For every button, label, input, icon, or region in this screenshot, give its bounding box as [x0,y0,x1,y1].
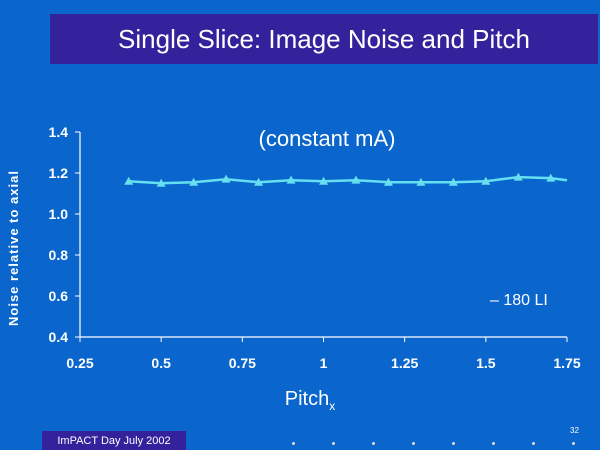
data-point-marker [383,177,393,186]
data-point-marker [221,174,231,183]
x-axis-label-subscript: x [329,399,336,413]
x-tick-label: 0.75 [229,355,256,371]
y-tick-label: 1.0 [49,206,69,222]
y-axis-label: Noise relative to axial [6,170,21,326]
x-axis-label: Pitchx [270,388,350,413]
data-point-marker [416,177,426,186]
y-tick-label: 0.6 [49,288,69,304]
x-tick-label: 1.5 [476,355,496,371]
footer-dot [412,442,415,445]
data-point-marker [546,173,556,182]
x-tick-label: 0.25 [66,355,93,371]
x-tick-label: 0.5 [151,355,171,371]
data-point-marker [513,172,523,181]
y-tick-label: 0.8 [49,247,69,263]
footer-dots [292,440,582,448]
footer-dot [572,442,575,445]
page-number: 32 [570,426,579,435]
footer-dot [372,442,375,445]
y-tick-label: 1.2 [49,165,69,181]
y-tick-label: 0.4 [49,329,69,345]
title-bar: Single Slice: Image Noise and Pitch [50,14,598,64]
legend-entry: – 180 LI [490,292,548,309]
data-point-marker [124,176,134,185]
footer-dot [532,442,535,445]
data-point-marker [351,175,361,184]
x-tick-label: 1 [320,355,328,371]
data-point-marker [189,177,199,186]
footer-dot [332,442,335,445]
slide-title: Single Slice: Image Noise and Pitch [118,23,530,54]
data-point-marker [254,177,264,186]
footer-dot [292,442,295,445]
footer-dot [452,442,455,445]
x-tick-label: 1.25 [391,355,418,371]
data-point-marker [156,178,166,187]
data-point-marker [448,177,458,186]
y-tick-label: 1.4 [49,124,69,140]
footer-label: ImPACT Day July 2002 [42,431,186,450]
x-axis-label-main: Pitch [284,388,330,410]
data-point-marker [286,175,296,184]
x-tick-label: 1.75 [553,355,580,371]
chart-title: (constant mA) [259,126,396,151]
footer-dot [492,442,495,445]
data-point-marker [319,176,328,185]
data-point-marker [481,176,491,185]
